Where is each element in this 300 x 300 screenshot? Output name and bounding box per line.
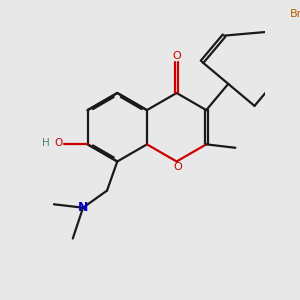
Text: H: H xyxy=(42,138,50,148)
Text: O: O xyxy=(173,162,182,172)
Text: N: N xyxy=(78,201,88,214)
Text: Br: Br xyxy=(290,9,300,20)
Text: O: O xyxy=(55,138,63,148)
Text: O: O xyxy=(172,51,181,62)
